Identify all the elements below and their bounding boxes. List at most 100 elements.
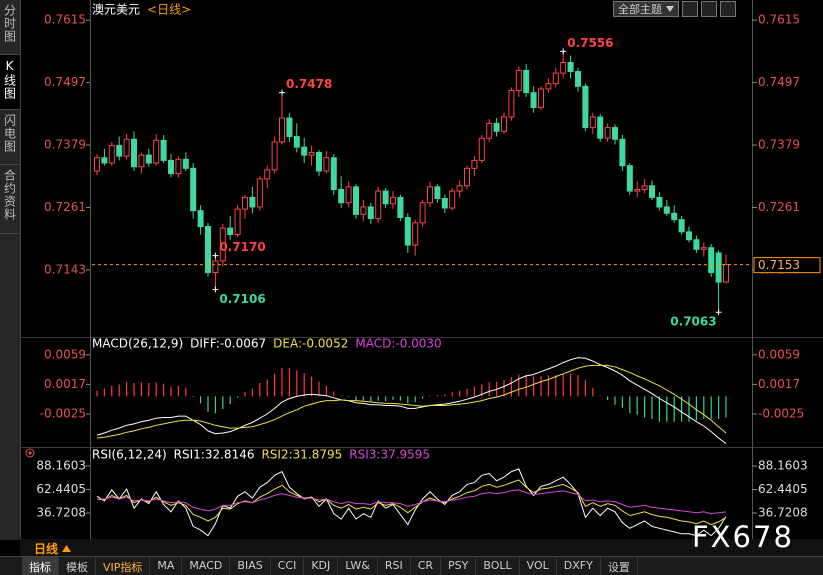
y-tick-label: -0.0025 xyxy=(40,406,86,420)
dropdown-arrow xyxy=(666,6,674,12)
legend-item: RSI1:32.8146 xyxy=(174,448,255,462)
candle-body xyxy=(552,72,559,85)
y-tick-label: 0.0059 xyxy=(44,347,86,361)
candle-body xyxy=(427,186,433,204)
sidebar-tab[interactable]: 分时图 xyxy=(0,0,20,55)
candle-body xyxy=(227,227,234,235)
candle-body xyxy=(671,212,678,221)
period-selector[interactable]: 日线 xyxy=(34,540,72,557)
sidebar-tab[interactable]: 闪电图 xyxy=(0,110,20,165)
indicator-tab[interactable]: KDJ xyxy=(304,557,339,575)
y-tick-label: 0.7615 xyxy=(758,13,800,27)
candle-body xyxy=(160,139,167,161)
candle-body xyxy=(212,260,219,274)
candle-body xyxy=(330,157,337,190)
indicator-tab[interactable]: BOLL xyxy=(476,557,520,575)
candle-body xyxy=(360,206,367,215)
candle-body xyxy=(316,151,322,172)
candle-body xyxy=(168,159,174,175)
theme-dropdown[interactable]: 全部主题 xyxy=(613,1,679,17)
window-button[interactable] xyxy=(701,1,717,17)
legend-item: <日线> xyxy=(147,3,191,17)
y-tick-label: 88.1603 xyxy=(758,459,808,473)
candle-body xyxy=(123,138,130,157)
candle-body xyxy=(471,159,478,169)
candle-body xyxy=(234,208,241,235)
candle-body xyxy=(486,122,493,139)
y-tick-label: 62.4405 xyxy=(758,482,808,496)
extreme-marker xyxy=(212,286,219,293)
chart-area: 0.71430.71430.72610.72610.73790.73790.74… xyxy=(20,0,823,539)
legend-item: DIFF:-0.0067 xyxy=(190,337,266,351)
indicator-tab[interactable]: CCI xyxy=(271,557,305,575)
sidebar-tab[interactable]: 合约资料 xyxy=(0,165,20,234)
candle-body xyxy=(612,127,618,140)
candle-body xyxy=(390,196,396,205)
candle-body xyxy=(478,137,485,161)
indicator-tab[interactable]: 模板 xyxy=(59,557,96,575)
watermark: FX678 xyxy=(692,520,794,554)
indicator-tab[interactable]: PSY xyxy=(441,557,477,575)
window-button[interactable] xyxy=(682,1,698,17)
indicator-tabs: 指标 模板 VIP指标 MA MACD BIAS CCI KDJ LW& RSI CR PSY BOLL… xyxy=(0,556,823,575)
candle-body xyxy=(412,222,419,246)
candle-body xyxy=(419,202,426,224)
y-tick-label: 0.7379 xyxy=(758,138,800,152)
candle-body xyxy=(404,217,411,246)
extreme-marker xyxy=(560,48,567,55)
candle-body xyxy=(375,190,382,220)
candle-body xyxy=(367,206,374,220)
indicator-tab[interactable]: 指标 xyxy=(22,557,59,575)
candle-body xyxy=(575,70,581,87)
candle-body xyxy=(678,219,685,233)
candle-body xyxy=(597,116,604,139)
toolbar: 全部主题 xyxy=(613,1,736,17)
indicator-tab[interactable]: VIP指标 xyxy=(96,557,151,575)
sidebar-tab[interactable]: K线图 xyxy=(0,55,20,110)
candle-body xyxy=(441,197,448,209)
candle-body xyxy=(205,226,211,274)
indicator-tab[interactable]: DXFY xyxy=(557,557,601,575)
indicator-tab[interactable]: VOL xyxy=(520,557,557,575)
candle-body xyxy=(153,139,160,164)
extreme-label: 0.7556 xyxy=(567,36,613,50)
candle-body xyxy=(108,145,115,164)
candle-body xyxy=(708,247,715,274)
y-tick-label: 0.0017 xyxy=(44,377,86,391)
candle-body xyxy=(464,167,470,187)
indicator-tab[interactable]: CR xyxy=(411,557,442,575)
legend-item: 澳元美元 xyxy=(92,3,140,17)
candle-body xyxy=(656,196,663,208)
extreme-label: 0.7478 xyxy=(286,77,332,91)
indicator-tab[interactable]: MA xyxy=(150,557,183,575)
last-price-box xyxy=(753,257,821,274)
candle-body xyxy=(308,151,315,156)
candle-body xyxy=(700,247,707,250)
candle-body xyxy=(449,190,456,209)
indicator-tab[interactable]: RSI xyxy=(378,557,411,575)
candle-body xyxy=(323,157,330,172)
candle-body xyxy=(434,186,441,199)
indicator-tab[interactable]: 设置 xyxy=(601,557,638,575)
extreme-label: 0.7170 xyxy=(219,240,265,254)
extreme-marker xyxy=(279,89,285,96)
y-tick-label: 0.7497 xyxy=(44,75,86,89)
last-price-label: 0.7153 xyxy=(758,258,800,272)
candle-body xyxy=(293,136,300,148)
date-row: 日线 xyxy=(20,539,823,556)
window-button[interactable] xyxy=(720,1,736,17)
candle-body xyxy=(493,122,500,132)
candle-body xyxy=(715,252,722,283)
candle-body xyxy=(94,157,100,172)
candle-body xyxy=(353,186,359,215)
candle-body xyxy=(338,188,345,204)
panel-icon xyxy=(25,448,35,458)
indicator-tab[interactable]: LW& xyxy=(338,557,378,575)
legend-item: MACD:-0.0030 xyxy=(355,337,441,351)
y-tick-label: 0.0059 xyxy=(758,347,800,361)
indicator-tab[interactable]: MACD xyxy=(182,557,231,575)
indicator-tab[interactable]: BIAS xyxy=(230,557,271,575)
candle-body xyxy=(626,165,633,192)
candle-body xyxy=(604,127,611,139)
candle-body xyxy=(582,85,589,129)
